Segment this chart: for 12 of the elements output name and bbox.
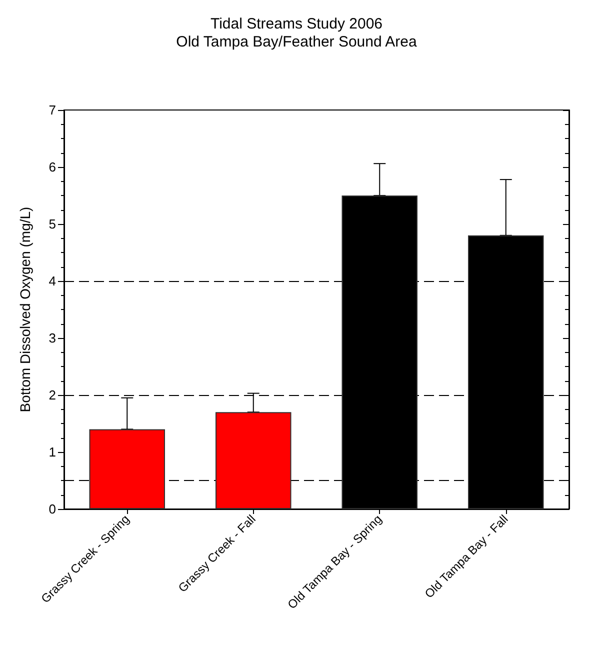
y-axis-title: Bottom Dissolved Oxygen (mg/L) [17, 206, 33, 412]
y-tick-label: 1 [48, 444, 56, 460]
y-tick-label: 2 [48, 388, 56, 402]
y-tick-label: 0 [48, 502, 56, 516]
y-tick-label: 6 [48, 160, 56, 174]
y-tick-label: 7 [48, 102, 56, 118]
y-tick-label: 4 [48, 274, 56, 288]
bar [216, 412, 292, 509]
chart-title: Tidal Streams Study 2006 Old Tampa Bay/Feather Sound Area [176, 16, 418, 50]
y-tick-label: 3 [48, 330, 56, 346]
y-tick-label: 5 [48, 216, 56, 232]
bar [89, 429, 165, 509]
